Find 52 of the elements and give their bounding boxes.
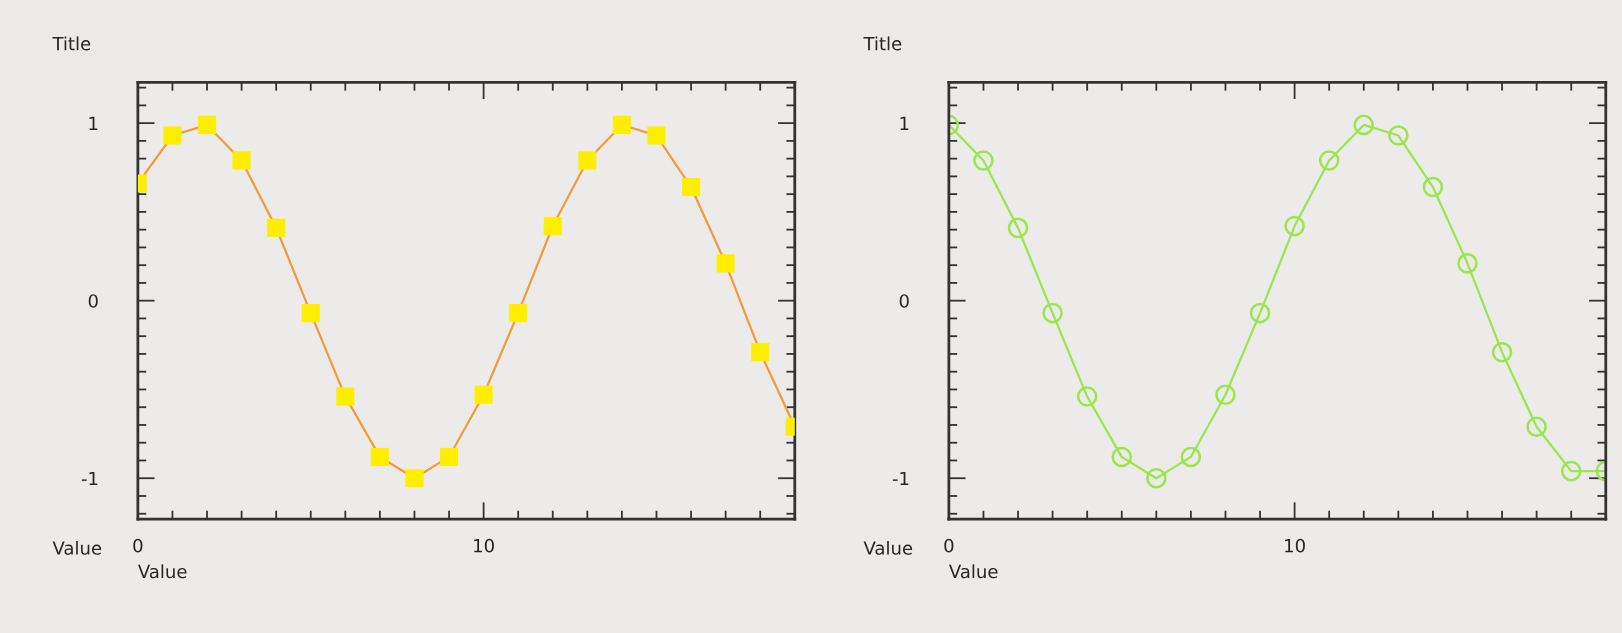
point bbox=[1042, 302, 1063, 324]
y-tick-label: 0 bbox=[899, 294, 909, 308]
point bbox=[232, 151, 251, 170]
y-tick-label: 1 bbox=[900, 116, 909, 130]
point bbox=[1457, 253, 1478, 274]
point bbox=[1076, 386, 1098, 407]
point bbox=[370, 447, 389, 466]
point bbox=[1111, 446, 1133, 468]
point bbox=[1180, 446, 1202, 468]
y-tick-label: 0 bbox=[88, 294, 98, 308]
point bbox=[1388, 125, 1409, 146]
point bbox=[1007, 217, 1029, 239]
point bbox=[1560, 460, 1582, 482]
chart-title: Title bbox=[863, 36, 902, 51]
x-tick-label: 0 bbox=[944, 538, 954, 553]
point bbox=[1249, 302, 1271, 324]
point bbox=[1318, 150, 1340, 171]
point bbox=[163, 126, 182, 145]
point bbox=[578, 151, 597, 170]
y-axis-title: Value bbox=[52, 540, 102, 555]
point bbox=[1284, 215, 1305, 237]
point bbox=[1491, 341, 1513, 363]
y-axis-title: Value bbox=[863, 540, 913, 555]
point bbox=[1215, 384, 1236, 406]
point bbox=[439, 447, 459, 466]
x-axis-title: Value bbox=[138, 564, 187, 579]
point bbox=[1146, 467, 1167, 489]
point bbox=[1526, 416, 1547, 438]
point bbox=[405, 469, 424, 488]
point bbox=[716, 254, 735, 273]
point bbox=[509, 304, 528, 323]
x-tick-label: 10 bbox=[1285, 538, 1305, 553]
point bbox=[612, 115, 631, 134]
point bbox=[751, 343, 770, 362]
chart-title: Title bbox=[52, 36, 91, 51]
y-tick-label: -1 bbox=[892, 471, 909, 486]
y-tick-label: -1 bbox=[81, 471, 98, 486]
point bbox=[543, 217, 562, 236]
point bbox=[1422, 176, 1444, 198]
point bbox=[474, 385, 493, 404]
x-tick-label: 0 bbox=[133, 538, 143, 553]
point bbox=[197, 115, 217, 134]
point bbox=[647, 126, 666, 145]
point bbox=[267, 218, 286, 237]
point bbox=[1353, 114, 1375, 136]
x-tick-label: 10 bbox=[474, 538, 494, 553]
y-tick-label: 1 bbox=[89, 116, 98, 130]
point bbox=[682, 177, 701, 197]
point bbox=[973, 150, 994, 171]
x-axis-title: Value bbox=[949, 564, 998, 579]
point bbox=[336, 387, 355, 406]
point bbox=[301, 304, 320, 323]
